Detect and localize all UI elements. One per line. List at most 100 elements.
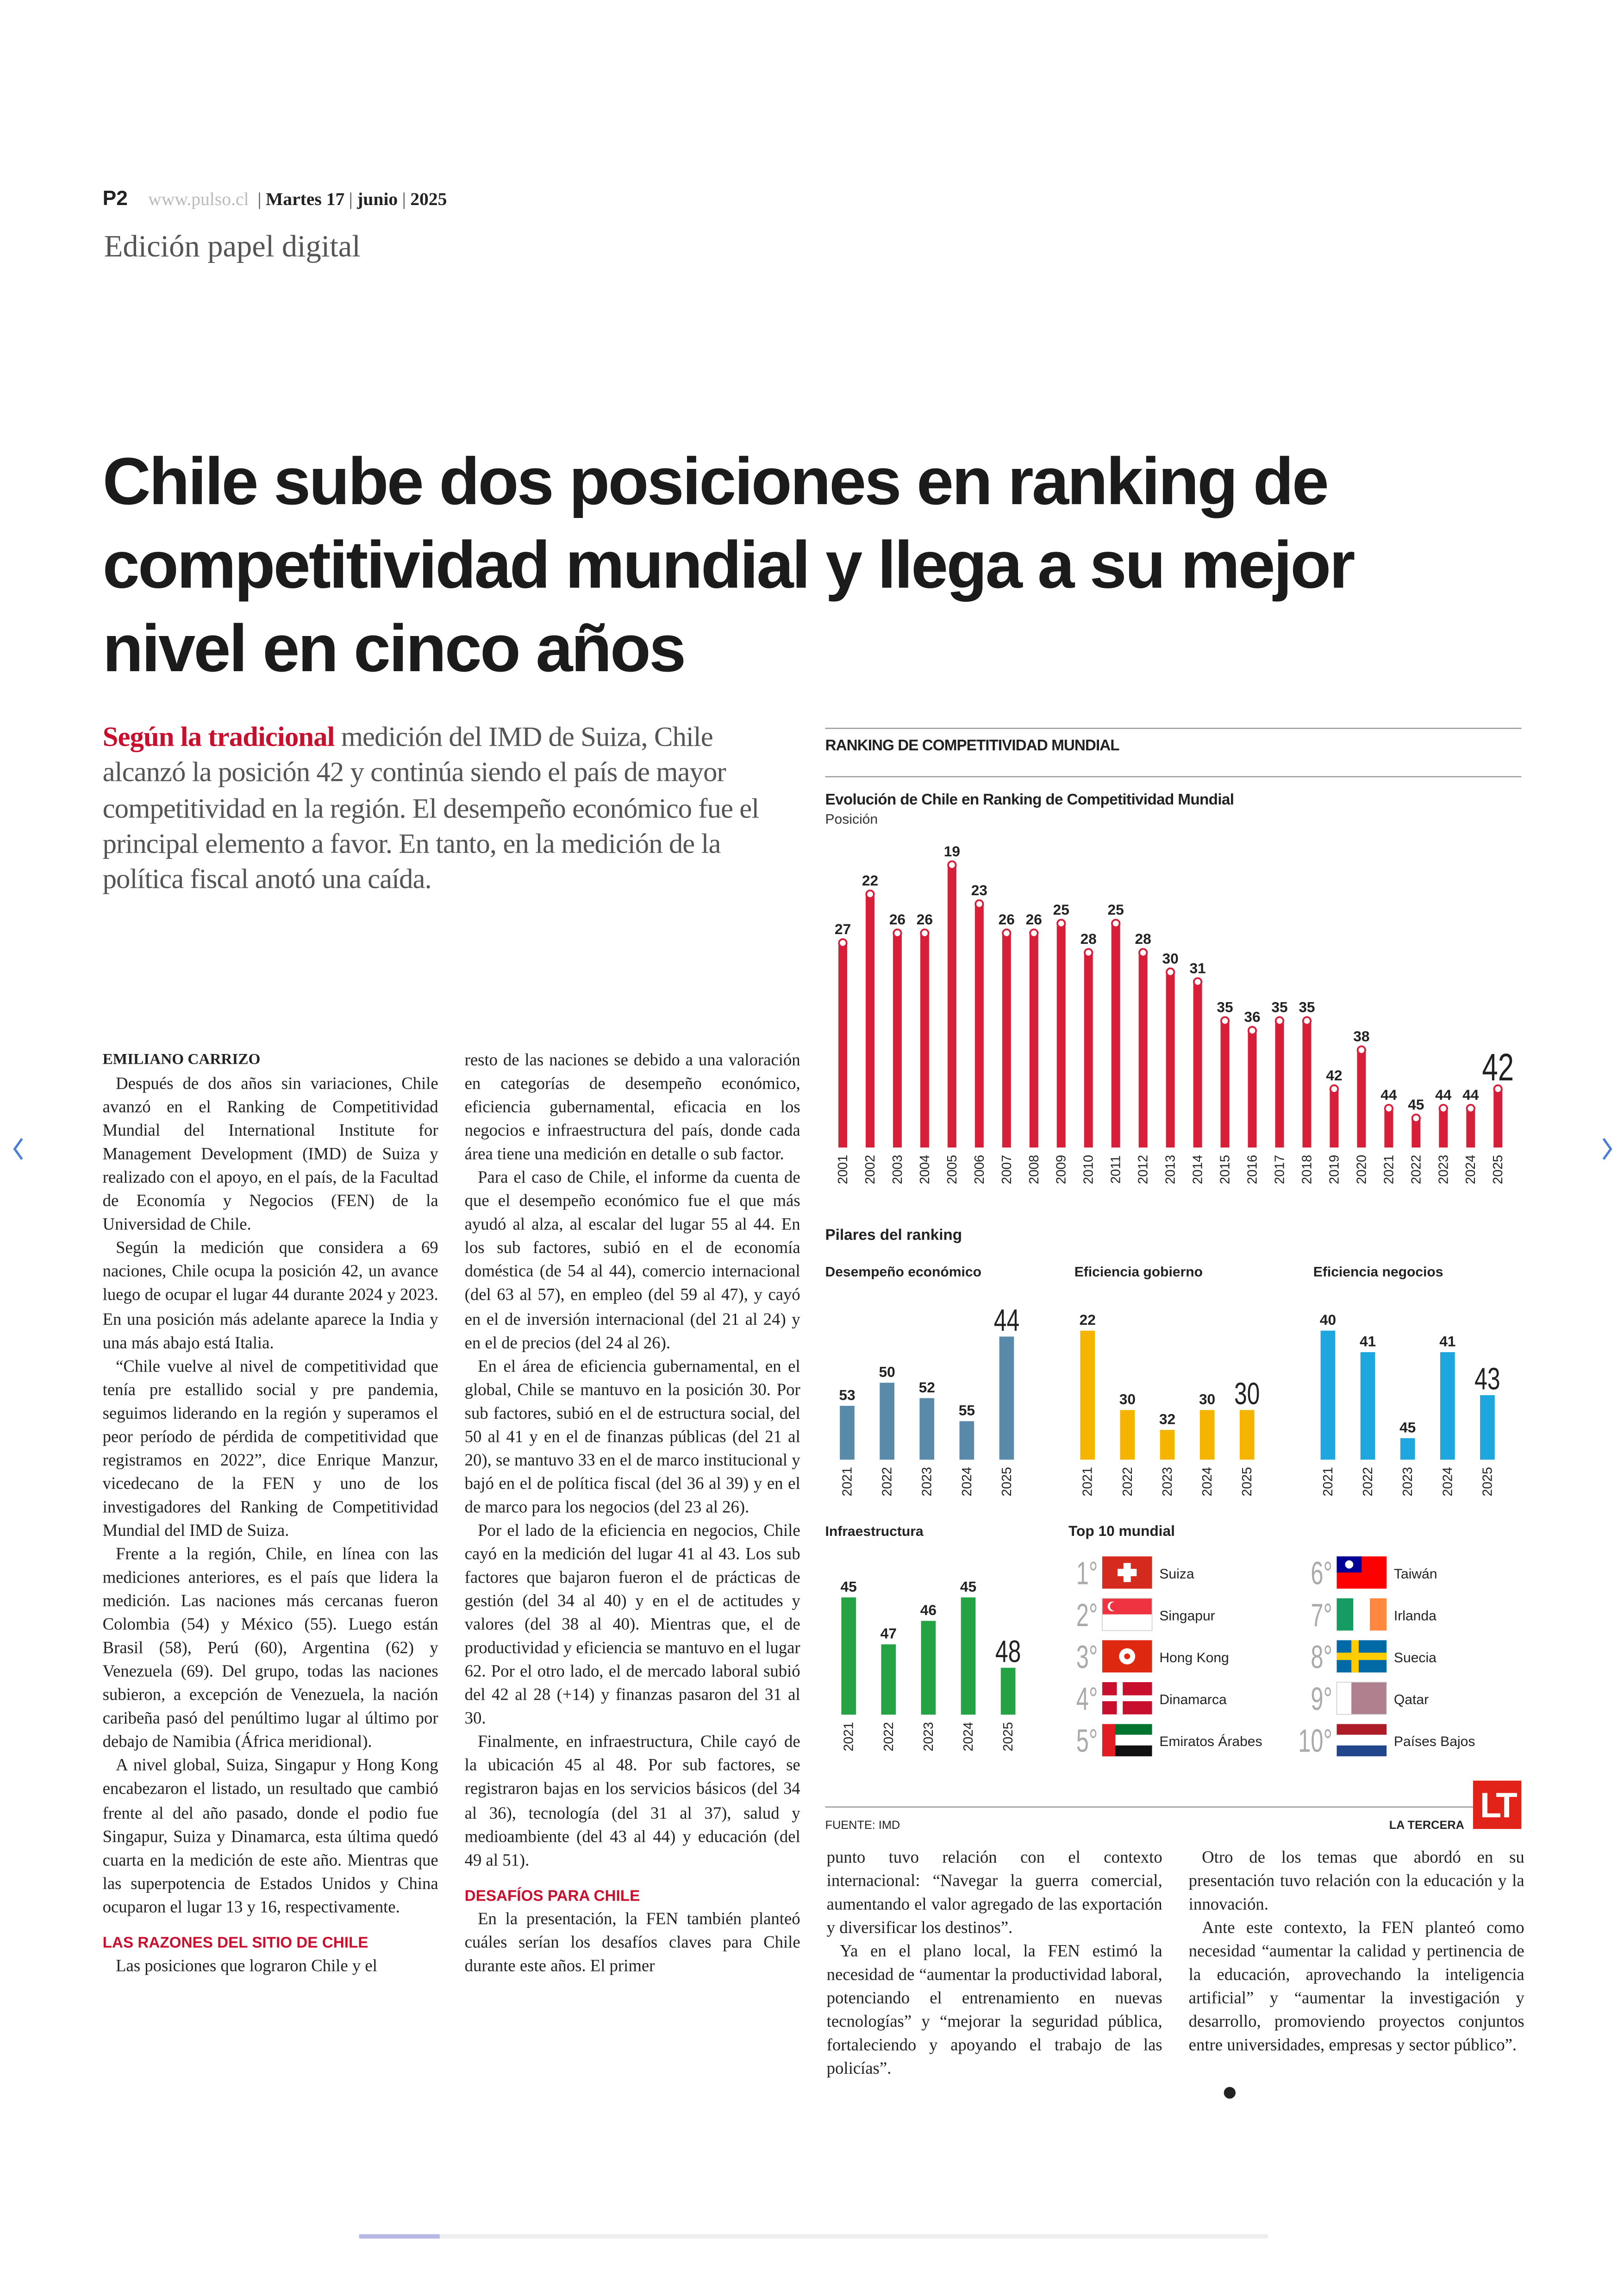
bar [1120,1410,1135,1460]
paragraph: Otro de los temas que abordó en su prese… [1188,1848,1524,1915]
bar [1084,953,1093,1148]
x-tick-label: 2024 [1200,1467,1215,1496]
bar [1466,1108,1475,1148]
country-name: Suiza [1159,1566,1194,1582]
flag [1102,1556,1152,1589]
x-tick-label: 2021 [1381,1155,1396,1184]
flag [1337,1598,1387,1631]
bar [1111,923,1120,1148]
x-tick-label: 2017 [1272,1155,1287,1184]
flag-part [1124,1653,1131,1659]
rank: 1° [1076,1555,1098,1591]
flag [1102,1640,1152,1673]
value-label: 26 [999,911,1015,928]
bar-dot [1438,1104,1448,1113]
value-label: 35 [1299,998,1315,1015]
x-tick-label: 2025 [1001,1722,1016,1751]
bar-dot [1165,967,1175,977]
x-tick-label: 2022 [1409,1155,1424,1184]
value-label: 27 [835,921,851,937]
value-label: 22 [1080,1311,1096,1328]
flag-part [1336,1682,1387,1715]
value-label: 45 [1408,1096,1424,1113]
bar-dot [893,928,902,938]
section-title: Pilares del ranking [825,1226,962,1243]
country-name: Emiratos Árabes [1159,1734,1262,1749]
bar-dot [1247,1026,1257,1035]
paragraph: En el área de eficiencia gubernamental, … [464,1356,800,1517]
paragraph: Para el caso de Chile, el informe da cue… [464,1168,800,1352]
paragraph: Según la medición que considera a 69 nac… [102,1239,438,1352]
bar-dot [947,860,957,870]
chart-title: Desempeño económico [825,1265,981,1280]
bar [865,894,874,1148]
bar [1384,1108,1393,1148]
value-label: 26 [1026,911,1042,928]
bar-dot [1384,1104,1393,1113]
chart-title: Eficiencia gobierno [1074,1265,1203,1280]
flag-part [1102,1614,1152,1631]
flag-part [1118,1569,1137,1577]
value-label: 28 [1081,930,1097,947]
x-tick-label: 2020 [1354,1155,1369,1184]
x-tick-label: 2025 [999,1467,1014,1496]
x-tick-label: 2022 [1361,1467,1375,1496]
flag [1102,1682,1152,1715]
prev-page-arrow[interactable] [13,1138,23,1160]
value-label: 46 [920,1602,937,1618]
value-label: 45 [1399,1419,1416,1435]
paragraph: Finalmente, en infraestructura, Chile ca… [464,1733,800,1870]
x-tick-label: 2022 [881,1722,896,1751]
bar-dot [920,928,930,938]
bar-dot [1002,928,1012,938]
flag-part [1337,1598,1354,1631]
bar [1357,1050,1366,1148]
paragraph: punto tuvo relación con el contexto inte… [826,1848,1162,1938]
flag-part [1345,1560,1354,1569]
value-label: 19 [944,843,960,860]
flag-part [1370,1598,1387,1631]
country-name: Suecia [1394,1650,1437,1665]
bar [840,1406,855,1460]
value-label: 55 [959,1402,975,1419]
paragraph: Después de dos años sin variaciones, Chi… [102,1074,438,1235]
next-page-arrow[interactable] [1602,1138,1612,1160]
subheading: LAS RAZONES DEL SITIO DE CHILE [102,1934,369,1952]
x-tick-label: 2024 [1463,1155,1478,1184]
bar [1412,1118,1421,1148]
value-label: 40 [1320,1311,1336,1328]
flag-part [1353,1598,1370,1631]
byline: EMILIANO CARRIZO [102,1052,261,1069]
x-tick-label: 2001 [836,1155,850,1184]
flag-part [1102,1695,1152,1702]
x-tick-label: 2024 [1440,1467,1455,1496]
article-column: Otro de los temas que abordó en su prese… [1189,1846,1524,2058]
bar-dot [1111,918,1121,929]
headline: Chile sube dos posiciones en ranking de … [102,444,1355,686]
chart-title: Infraestructura [825,1524,923,1539]
bar [959,1421,974,1460]
paragraph: Ante este contexto, la FEN planteó como … [1188,1918,1524,2056]
bar [881,1644,896,1715]
bar [841,1597,856,1715]
value-label: 28 [1135,930,1151,947]
paragraph: En la presentación, la FEN también plant… [464,1909,800,1976]
value-label: 44 [1435,1086,1452,1103]
x-tick-label: 2019 [1327,1155,1342,1184]
x-tick-label: 2008 [1027,1155,1042,1184]
x-tick-label: 2018 [1299,1155,1314,1184]
lead-highlight: Según la tradicional [102,722,335,754]
country-name: Dinamarca [1159,1692,1227,1708]
rank: 7° [1311,1597,1332,1634]
bar [1302,1021,1312,1148]
flag-part [1337,1745,1387,1757]
paragraph: Por el lado de la eficiencia en negocios… [464,1521,800,1728]
chart-title: Evolución de Chile en Ranking de Competi… [825,791,1234,808]
page-header: P2 www.pulso.cl | Martes 17 | junio | 2025 [102,186,447,210]
bar-dot [974,899,984,909]
bar [974,904,984,1148]
brand: LA TERCERA [1389,1819,1464,1832]
bar [1080,1330,1095,1460]
flag-part [1102,1598,1153,1631]
x-tick-label: 2005 [945,1155,960,1184]
